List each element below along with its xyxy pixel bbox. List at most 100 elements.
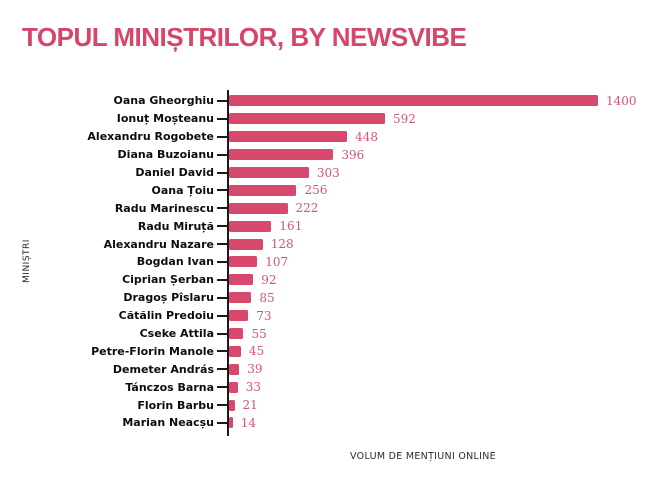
axis-tick	[217, 350, 228, 353]
bar-row: Alexandru Rogobete 448	[0, 128, 668, 146]
bar-row: Cseke Attila 55	[0, 325, 668, 343]
value-label: 448	[355, 129, 378, 144]
bar-row: Cătălin Predoiu 73	[0, 307, 668, 325]
value-label: 55	[251, 326, 267, 341]
y-axis-label: MINIȘTRI	[22, 239, 32, 283]
axis-tick	[217, 207, 228, 210]
bar	[229, 292, 252, 304]
category-label: Radu Marinescu	[114, 201, 214, 215]
bar	[229, 417, 233, 429]
category-label: Diana Buzoianu	[117, 148, 214, 162]
category-label: Petre-Florin Manole	[91, 344, 214, 358]
category-label: Bogdan Ivan	[136, 255, 214, 269]
bar	[229, 310, 249, 322]
axis-tick	[217, 135, 228, 138]
axis-tick	[217, 153, 228, 156]
value-label: 1400	[606, 93, 637, 108]
axis-tick	[217, 296, 228, 299]
category-label: Marian Neacșu	[122, 416, 214, 430]
axis-tick	[217, 332, 228, 335]
value-label: 128	[270, 237, 294, 252]
bar	[229, 202, 288, 214]
category-label: Alexandru Nazare	[103, 237, 214, 251]
bar-rows: Oana Gheorghiu 1400 Ionuț Moșteanu 592 Alexa…	[0, 92, 668, 432]
category-label: Tánczos Barna	[125, 380, 214, 394]
bar-row: Demeter András 39	[0, 360, 668, 378]
value-label: 256	[304, 183, 328, 198]
bar-row: Marian Neacșu 14	[0, 414, 668, 432]
category-label: Alexandru Rogobete	[87, 130, 214, 144]
value-label: 303	[316, 165, 340, 180]
value-label: 45	[248, 344, 265, 359]
category-label: Daniel David	[135, 166, 214, 179]
category-label: Oana Gheorghiu	[113, 94, 214, 108]
axis-tick	[217, 278, 228, 281]
bar	[229, 149, 334, 161]
category-label: Cătălin Predoiu	[118, 309, 214, 323]
category-label: Demeter András	[112, 362, 214, 376]
x-axis-label: VOLUM DE MENȚIUNI ONLINE	[350, 451, 496, 462]
chart-title: TOPUL MINIȘTRILOR, BY NEWSVIBE	[22, 22, 467, 52]
category-label: Dragoș Pîslaru	[123, 291, 214, 305]
axis-tick	[217, 225, 228, 228]
bar	[229, 95, 598, 107]
category-label: Oana Țoiu	[151, 183, 214, 197]
bar	[229, 238, 263, 250]
bar-row: Petre-Florin Manole 45	[0, 342, 668, 360]
bar	[229, 113, 386, 125]
bar	[229, 399, 235, 411]
axis-tick	[217, 117, 228, 120]
category-label: Cseke Attila	[139, 327, 214, 341]
axis-tick	[217, 421, 228, 424]
value-label: 92	[261, 272, 277, 287]
category-label: Ciprian Șerban	[122, 273, 214, 287]
bar-chart: Oana Gheorghiu 1400 Ionuț Moșteanu 592 Alexa…	[0, 90, 668, 436]
axis-tick	[217, 243, 228, 246]
bar-row: Daniel David 303	[0, 164, 668, 182]
value-label: 73	[256, 308, 272, 323]
category-label: Ionuț Moșteanu	[116, 112, 214, 126]
value-label: 39	[247, 362, 263, 377]
bar-row: Florin Barbu 21	[0, 396, 668, 414]
bar	[229, 167, 309, 178]
value-label: 85	[259, 290, 275, 305]
axis-tick	[217, 368, 228, 371]
bar	[229, 274, 254, 286]
value-label: 33	[245, 380, 261, 395]
value-label: 396	[341, 147, 365, 162]
bar-row: Tánczos Barna 33	[0, 378, 668, 396]
axis-tick	[217, 99, 228, 102]
value-label: 14	[240, 415, 256, 430]
axis-tick	[217, 404, 228, 407]
bar-row: Diana Buzoianu 396	[0, 146, 668, 164]
bar	[229, 220, 272, 232]
axis-tick	[217, 171, 228, 174]
value-label: 21	[242, 398, 258, 413]
bar-row: Radu Marinescu 222	[0, 199, 668, 217]
value-label: 161	[279, 219, 303, 234]
axis-tick	[217, 189, 228, 192]
value-label: 107	[265, 254, 289, 269]
axis-tick	[217, 314, 228, 317]
bar	[229, 381, 238, 393]
bar	[229, 328, 244, 340]
bar-row: Radu Miruță 161	[0, 217, 668, 235]
bar-row: Oana Țoiu 256	[0, 181, 668, 199]
bar	[229, 345, 241, 357]
category-label: Florin Barbu	[137, 398, 214, 412]
bar-row: Ionuț Moșteanu 592	[0, 110, 668, 128]
bar-row: Bogdan Ivan 107	[0, 253, 668, 271]
bar	[229, 184, 297, 196]
bar-row: Ciprian Șerban 92	[0, 271, 668, 289]
y-axis-line	[227, 90, 229, 436]
axis-tick	[217, 260, 228, 263]
bar	[229, 256, 258, 268]
bar	[229, 131, 348, 143]
value-label: 222	[295, 201, 319, 216]
axis-tick	[217, 386, 228, 389]
bar-row: Dragoș Pîslaru 85	[0, 289, 668, 307]
bar	[229, 363, 240, 375]
bar-row: Oana Gheorghiu 1400	[0, 92, 668, 110]
bar-row: Alexandru Nazare 128	[0, 235, 668, 253]
